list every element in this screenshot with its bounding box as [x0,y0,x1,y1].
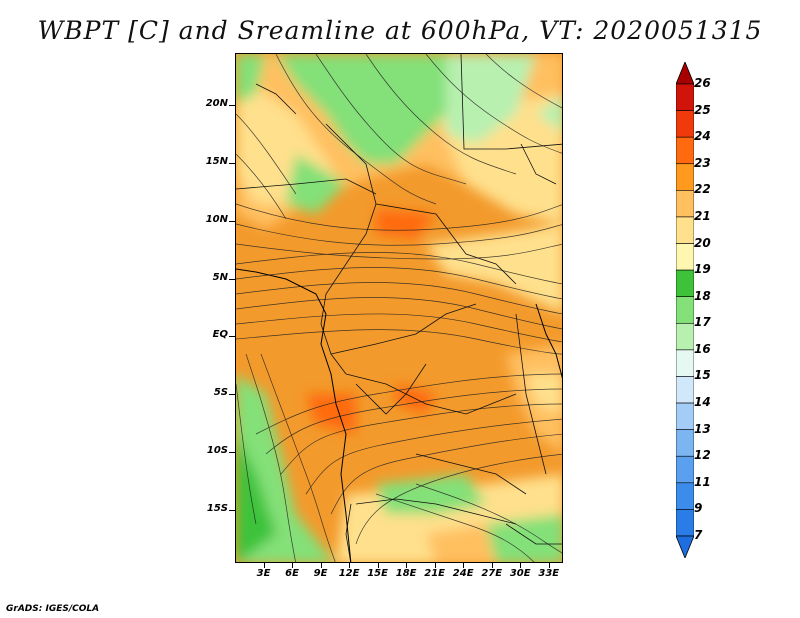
map-panel [235,53,563,563]
lon-tick [463,563,465,568]
lat-tick-label: 10N [205,213,228,225]
lat-tick [229,509,235,511]
lat-tick [229,220,235,222]
colorbar-label: 14 [694,395,711,410]
colorbar-bin [676,269,694,298]
colorbar-label: 18 [694,288,711,303]
colorbar-bin [676,509,694,537]
colorbar-label: 13 [694,421,711,436]
colorbar-max-triangle [676,62,694,85]
lon-tick [406,563,408,568]
colorbar-bin [676,163,694,191]
coastline [236,268,352,562]
colorbar-bin [676,83,694,111]
lon-tick [434,563,436,568]
colorbar-bin [676,136,694,165]
lon-tick [349,563,351,568]
colorbar-bin [676,455,694,484]
colorbar-label: 15 [694,368,711,383]
lat-tick [229,451,235,453]
colorbar-bin [676,296,694,324]
lon-tick-label: 9E [313,568,328,579]
lat-tick-label: EQ [212,329,228,341]
lat-tick-label: 20N [205,98,228,110]
colorbar-bin [676,322,694,351]
lon-tick-label: 3E [256,568,271,579]
lon-tick-label: 15E [367,568,388,579]
lon-tick-label: 21E [424,568,446,579]
lon-tick-label: 30E [509,568,531,579]
map-field [236,54,562,562]
colorbar-min-triangle [676,535,694,558]
lat-tick-label: 10S [206,444,228,456]
lon-tick [320,563,322,568]
lon-tick-label: 18E [395,568,417,579]
colorbar-bin [676,402,694,430]
lat-tick-label: 5S [213,387,228,399]
lat-tick [229,105,235,107]
shaded-regions [236,54,562,562]
colorbar-bin [676,482,694,510]
lat-tick-label: 15N [205,155,228,167]
lat-tick [229,336,235,338]
colorbar-label: 20 [694,235,711,250]
lat-tick-label: 5N [212,271,228,283]
colorbar-label: 26 [694,76,711,90]
colorbar-bin [676,110,694,138]
lon-tick [548,563,550,568]
colorbar-label: 22 [694,182,711,197]
country-borders [236,54,562,562]
east-coastline [535,303,562,379]
colorbar-label: 21 [694,208,711,223]
chart-title: WBPT [C] and Sreamline at 600hPa, VT: 20… [37,16,763,45]
colorbar-label: 17 [694,315,711,330]
lon-tick-label: 27E [481,568,503,579]
colorbar [676,62,694,558]
colorbar-label: 12 [694,448,711,463]
colorbar-bin [676,349,694,377]
colorbar-label: 24 [694,129,711,144]
lat-tick [229,394,235,396]
lon-tick [377,563,379,568]
colorbar-bin [676,190,694,218]
colorbar-label: 7 [694,528,703,542]
wbpt-map [235,53,563,563]
colorbar-label: 19 [694,262,711,277]
lon-tick [263,563,265,568]
lon-tick-label: 33E [538,568,560,579]
lon-tick [491,563,493,568]
colorbar-label: 23 [694,155,711,170]
colorbar-bin [676,243,694,271]
colorbar-bin [676,376,694,404]
colorbar-bin [676,429,694,457]
lon-tick [520,563,522,568]
lat-tick [229,162,235,164]
lat-tick-label: 15S [206,502,228,514]
colorbar-label: 11 [694,474,711,489]
colorbar-label: 25 [694,102,711,117]
lat-tick [229,278,235,280]
lon-tick-label: 12E [338,568,360,579]
lon-tick-label: 6E [285,568,299,579]
lon-tick [292,563,294,568]
footer-credit: GrADS: IGES/COLA [6,604,100,614]
lon-tick-label: 24E [452,568,474,579]
colorbar-label: 16 [694,341,711,356]
colorbar-label: 9 [694,501,703,516]
colorbar-bin [676,216,694,244]
